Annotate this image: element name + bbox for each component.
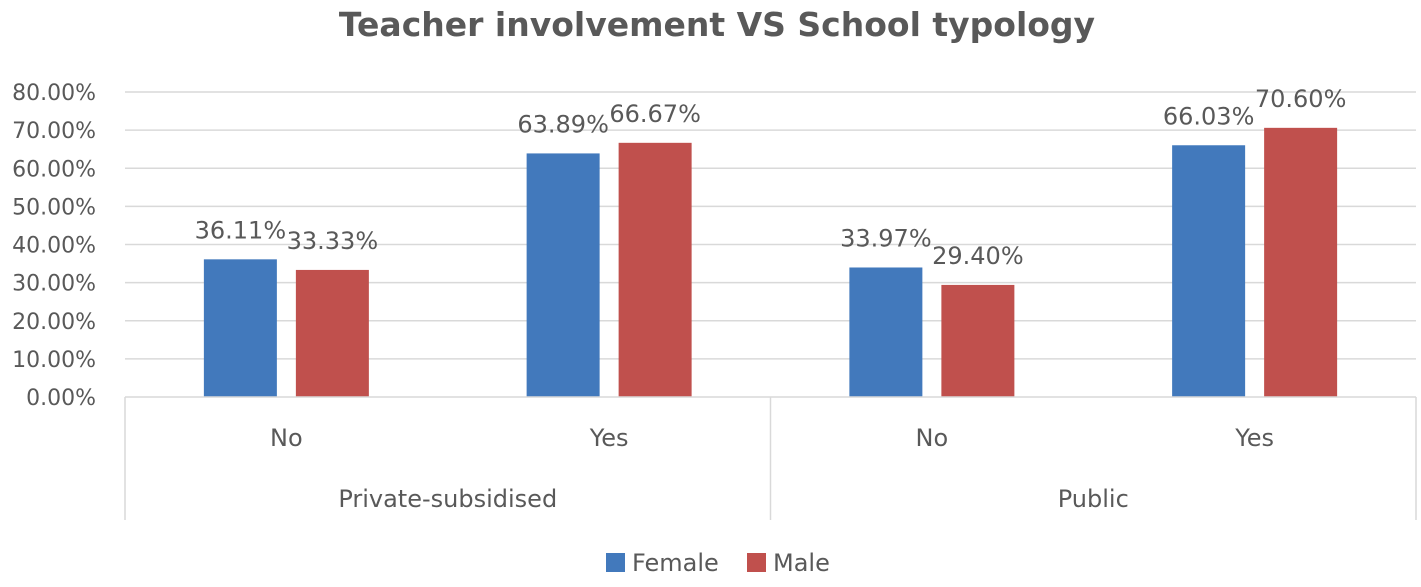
bar-male: [295, 269, 369, 397]
bar-male: [941, 284, 1015, 397]
y-tick-label: 60.00%: [12, 157, 96, 182]
bar-female: [526, 153, 600, 397]
bar-female: [849, 267, 923, 397]
bar-female: [1172, 145, 1246, 397]
legend-swatch-male: [747, 553, 766, 572]
y-axis-ticks: 0.00% 10.00% 20.00% 30.00% 40.00% 50.00% 60.00…: [12, 81, 96, 411]
data-label: 66.67%: [609, 100, 701, 128]
bar-male: [618, 142, 692, 397]
data-label: 33.33%: [287, 227, 379, 255]
y-tick-label: 80.00%: [12, 81, 96, 106]
bars: [203, 127, 1338, 398]
bar-male: [1264, 127, 1338, 398]
x-category-label: Yes: [589, 424, 629, 452]
x-category-label: No: [270, 424, 303, 452]
data-label: 63.89%: [517, 110, 609, 138]
legend-label: Female: [632, 549, 719, 577]
data-label: 36.11%: [195, 216, 287, 244]
data-label: 29.40%: [932, 242, 1024, 270]
y-tick-label: 30.00%: [12, 272, 96, 297]
y-tick-label: 10.00%: [12, 348, 96, 373]
x-group-label: Private-subsidised: [338, 485, 557, 513]
legend-label: Male: [773, 549, 830, 577]
y-tick-label: 40.00%: [12, 234, 96, 259]
data-labels: 36.11% 33.33% 63.89% 66.67% 33.97%29.40% 66.0…: [195, 85, 1347, 270]
y-tick-label: 0.00%: [26, 386, 96, 411]
data-label: 70.60%: [1255, 85, 1347, 113]
bar-female: [203, 259, 277, 397]
y-tick-label: 20.00%: [12, 310, 96, 335]
data-label: 33.97%: [840, 224, 932, 252]
y-tick-label: 70.00%: [12, 119, 96, 144]
legend: Female Male: [606, 549, 830, 577]
chart-title: Teacher involvement VS School typology: [339, 5, 1095, 44]
y-tick-label: 50.00%: [12, 195, 96, 220]
x-group-label: Public: [1058, 485, 1129, 513]
x-category-label: No: [916, 424, 949, 452]
legend-swatch-female: [606, 553, 625, 572]
x-category-label: Yes: [1234, 424, 1274, 452]
x-axis: No Yes No Yes Private-subsidised Public: [124, 396, 1417, 520]
data-label: 66.03%: [1163, 102, 1255, 130]
